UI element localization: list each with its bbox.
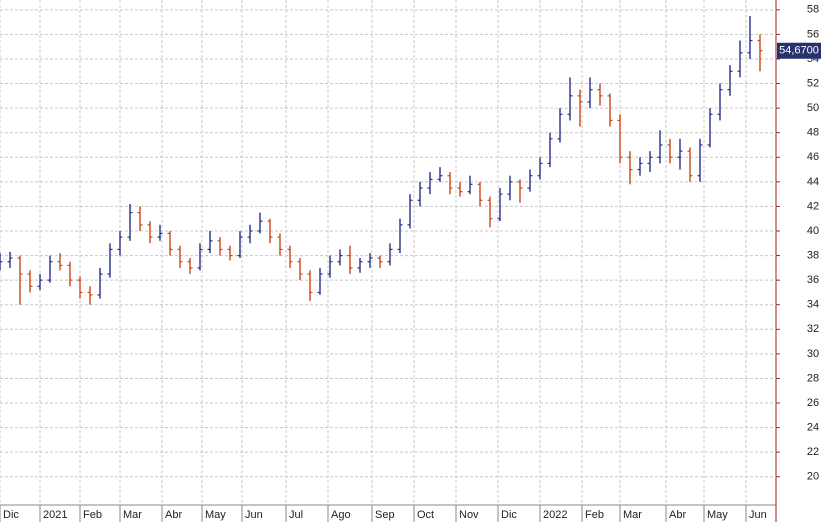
x-tick-label: Jun [749,509,767,521]
y-tick-label: 46 [807,151,819,163]
y-tick-label: 52 [807,77,819,89]
y-tick-label: 34 [807,299,819,311]
y-tick-label: 36 [807,274,819,286]
y-tick-label: 32 [807,323,819,335]
x-tick-label: Mar [123,509,142,521]
x-tick-label: Ago [331,509,351,521]
x-tick-label: Feb [83,509,102,521]
x-tick-label: Jul [289,509,303,521]
x-tick-label: May [707,509,728,521]
y-tick-label: 42 [807,200,819,212]
x-tick-label: Mar [623,509,642,521]
y-tick-label: 24 [807,421,819,433]
y-tick-label: 48 [807,127,819,139]
y-tick-label: 44 [807,176,819,188]
y-tick-label: 56 [807,28,819,40]
y-tick-label: 20 [807,471,819,483]
y-tick-label: 30 [807,348,819,360]
y-tick-label: 40 [807,225,819,237]
last-price-box [777,42,821,59]
x-tick-label: Dic [501,509,517,521]
y-tick-label: 58 [807,4,819,16]
x-tick-label: May [205,509,226,521]
x-tick-label: Jun [245,509,263,521]
x-tick-label: 2021 [43,509,67,521]
x-tick-label: 2022 [543,509,567,521]
x-tick-label: Nov [459,509,479,521]
x-tick-label: Abr [669,509,686,521]
last-price-label: 54,6700 [779,45,819,57]
x-tick-label: Abr [165,509,182,521]
x-tick-label: Oct [417,509,434,521]
y-tick-label: 26 [807,397,819,409]
y-tick-label: 38 [807,249,819,261]
y-tick-label: 50 [807,102,819,114]
y-tick-label: 22 [807,446,819,458]
x-tick-label: Sep [375,509,395,521]
x-tick-label: Feb [585,509,604,521]
x-tick-label: Dic [3,509,19,521]
y-tick-label: 28 [807,372,819,384]
